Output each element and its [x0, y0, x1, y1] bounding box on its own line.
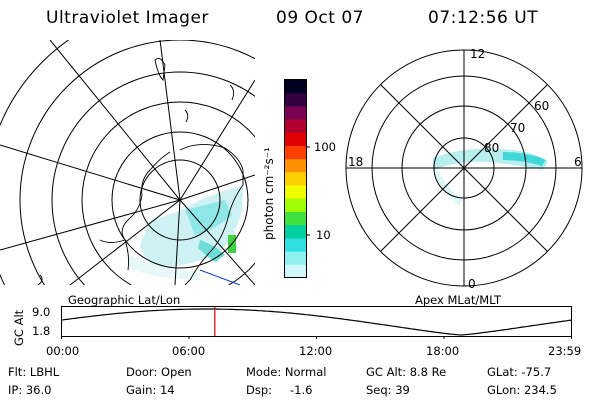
aurora-emission-geo: [128, 185, 243, 280]
gain-label: Gain: 14: [126, 383, 175, 397]
geographic-caption: Geographic Lat/Lon: [68, 293, 181, 307]
colorbar-ticks: [306, 146, 310, 236]
colorbar-tick-10: 10: [316, 228, 331, 242]
colorbar-band: [285, 225, 306, 239]
colorbar-band: [285, 132, 306, 147]
colorbar-band: [285, 198, 306, 213]
time-label: 07:12:56 UT: [428, 8, 539, 28]
colorbar-gradient: [285, 80, 306, 279]
colorbar-unit-label: photon cm⁻²s⁻¹: [262, 147, 276, 240]
colorbar-band: [285, 146, 306, 160]
filter-label: Flt: LBHL: [8, 365, 60, 379]
seq-label: Seq: 39: [366, 383, 410, 397]
glon-label: GLon: 234.5: [487, 383, 557, 397]
geographic-map: [0, 40, 255, 285]
colorbar-band: [285, 212, 306, 226]
glat-label: GLat: -75.7: [487, 365, 552, 379]
timeline-ylabel: GC Alt: [12, 309, 26, 346]
aurora-emission-mag: [433, 148, 548, 205]
mlat-label-80: 80: [484, 141, 499, 155]
colorbar-band: [285, 185, 306, 200]
mlat-label-70: 70: [510, 121, 525, 135]
dsp-value: -1.6: [290, 383, 313, 397]
colorbar-band: [285, 238, 306, 253]
colorbar-band: [285, 251, 306, 266]
instrument-title: Ultraviolet Imager: [46, 8, 209, 28]
colorbar-band: [285, 119, 306, 134]
colorbar-band: [285, 264, 306, 279]
timeline-xtick-1800: 18:00: [426, 344, 460, 358]
colorbar-band: [285, 159, 306, 173]
timeline-xtick-1200: 12:00: [299, 344, 333, 358]
magnetic-polar-plot: 12 18 6 0 60 70 80: [345, 47, 583, 290]
altitude-timeline: [61, 306, 572, 339]
timeline-xtick-0000: 00:00: [46, 344, 80, 358]
door-label: Door: Open: [126, 365, 192, 379]
coastlines: [37, 57, 244, 285]
mode-label: Mode: Normal: [246, 365, 327, 379]
colorbar-tick-100: 100: [314, 140, 336, 154]
gc-alt-label: GC Alt: 8.8 Re: [366, 365, 447, 379]
colorbar-band: [285, 172, 306, 187]
timeline-xtick-0600: 06:00: [172, 344, 206, 358]
mlt-diagonal-2: [380, 84, 548, 252]
ip-label: IP: 36.0: [8, 383, 52, 397]
altitude-curve: [61, 308, 572, 336]
latitude-circles: [0, 40, 255, 285]
orbit-track: [199, 269, 241, 285]
timeline-xtick-marks: [61, 336, 572, 339]
mlat-label-60: 60: [534, 99, 549, 113]
magnetic-caption: Apex MLat/MLT: [415, 293, 502, 307]
colorbar-band: [285, 93, 306, 107]
mlt-label-12: 12: [470, 47, 485, 61]
mlt-label-18: 18: [348, 155, 363, 169]
colorbar-band: [285, 106, 306, 121]
date-label: 09 Oct 07: [276, 8, 364, 28]
timeline-ytick-max: 9.0: [32, 305, 51, 319]
timeline-frame: [61, 306, 572, 337]
mlt-label-0: 0: [468, 277, 476, 290]
colorbar-band: [285, 80, 306, 94]
mlt-label-6: 6: [574, 155, 582, 169]
timeline-xtick-2359: 23:59: [548, 344, 582, 358]
timeline-ytick-min: 1.8: [32, 324, 51, 338]
dsp-label: Dsp:: [246, 383, 273, 397]
colorbar: [284, 79, 307, 279]
